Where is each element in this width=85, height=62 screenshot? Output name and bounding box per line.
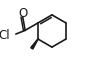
Text: O: O bbox=[18, 7, 27, 20]
Text: Cl: Cl bbox=[0, 29, 10, 42]
Polygon shape bbox=[31, 39, 38, 49]
